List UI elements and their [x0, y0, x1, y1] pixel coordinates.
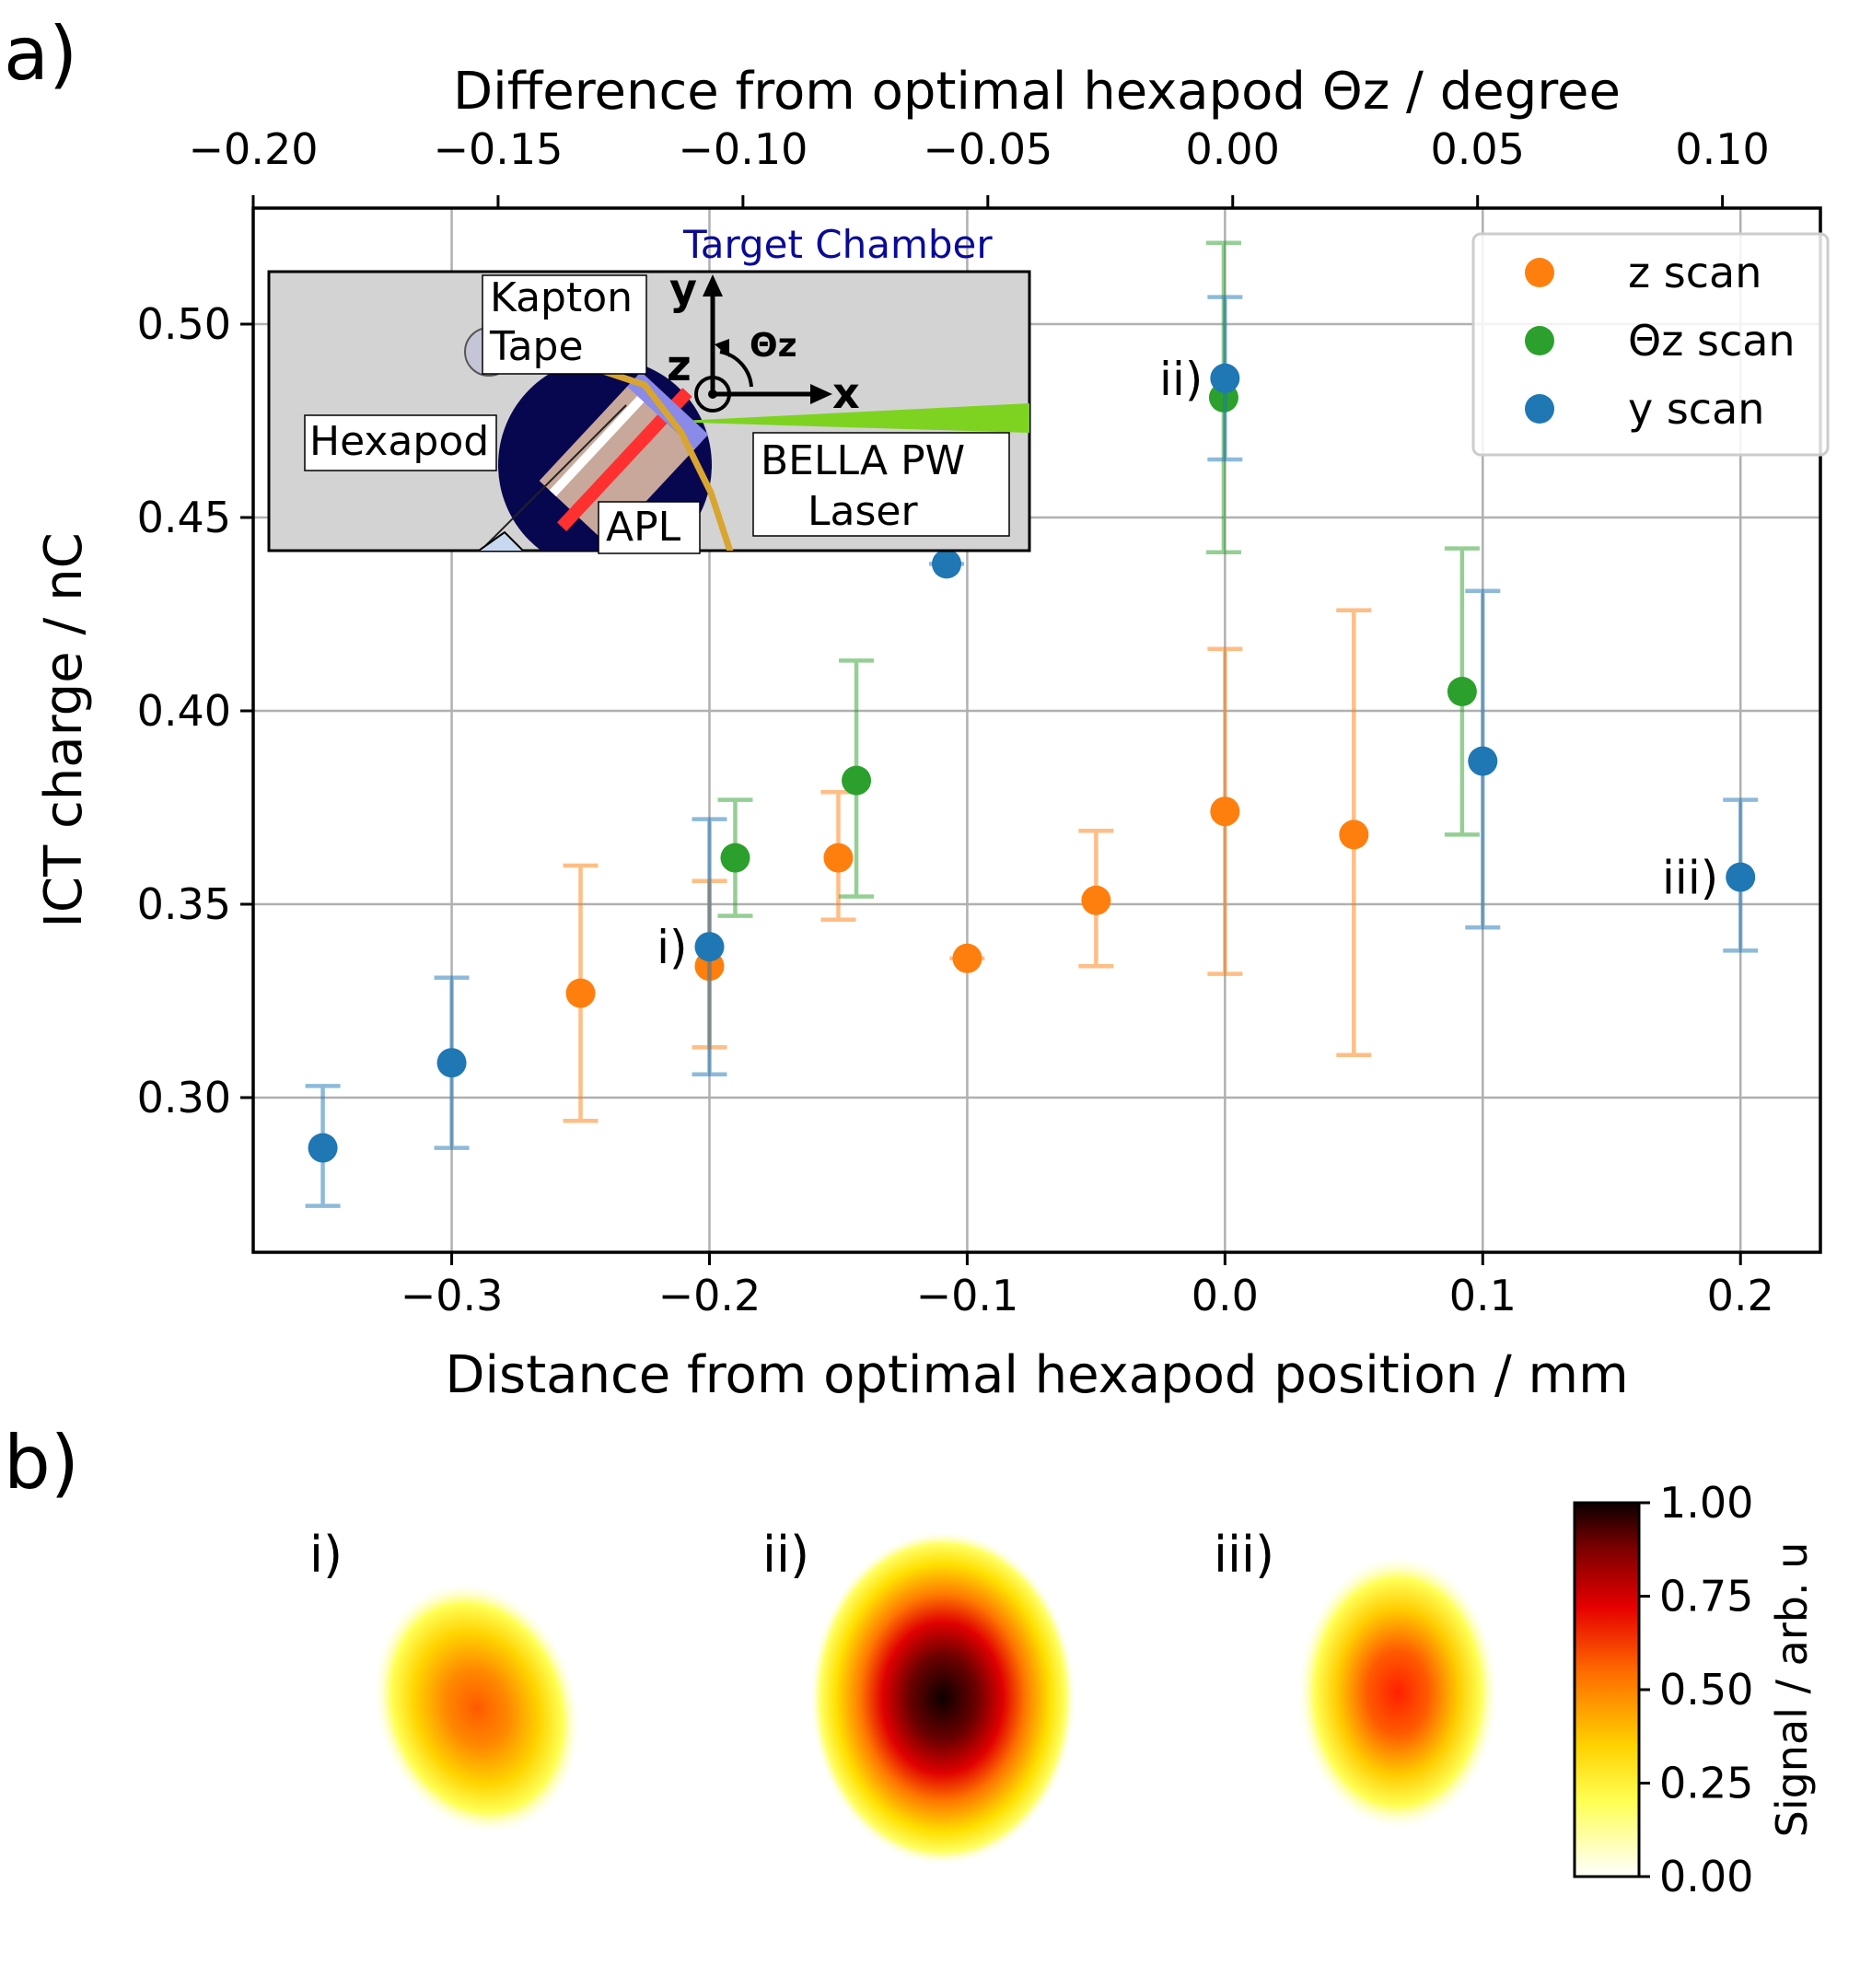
inset-z-dot [708, 389, 717, 399]
legend-label-theta-scan: Θz scan [1628, 316, 1796, 366]
inset-schematic: Target Chamber Kapton Tape Hexapod APL B… [267, 222, 1031, 554]
inset-title: Target Chamber [682, 222, 993, 267]
inset-theta-arrowhead [715, 339, 729, 357]
data-point-2-4 [1210, 363, 1240, 393]
top-tick-label-3: −0.05 [923, 124, 1052, 174]
inset-label-box-kapton [482, 274, 647, 375]
inset-axis-y: y [669, 264, 697, 314]
inset-label-bella: BELLA PW [761, 437, 965, 484]
point-annotations: i) ii) iii) [657, 353, 1718, 974]
data-point-2-2 [694, 932, 725, 962]
annotation-1: ii) [1159, 353, 1203, 406]
colorbar-tick-label-3: 0.75 [1659, 1572, 1753, 1622]
inset-y-arrowhead [703, 274, 723, 296]
x-tick-label-3: 0.0 [1192, 1271, 1259, 1320]
panel-label-b: b) [4, 1420, 79, 1506]
inset-laser-beam [663, 403, 1029, 433]
top-tick-label-1: −0.15 [433, 124, 563, 174]
inset-label-hexapod: Hexapod [309, 418, 489, 465]
y-tick-label-3: 0.45 [137, 493, 231, 542]
beam-image-i [372, 1581, 582, 1835]
panel-label-a: a) [4, 11, 77, 97]
data-point-0-2 [823, 843, 854, 873]
y-axis-title: ICT charge / nC [34, 532, 94, 927]
data-point-0-5 [1210, 796, 1240, 827]
beam-image-label-ii: ii) [762, 1526, 809, 1584]
series-2 [305, 295, 1759, 1208]
x-tick-label-5: 0.2 [1707, 1271, 1774, 1320]
top-tick-label-0: −0.20 [189, 124, 319, 174]
y-tick-label-2: 0.40 [137, 686, 231, 736]
series-0 [563, 608, 1372, 1123]
data-point-1-3 [1447, 677, 1477, 706]
data-point-0-3 [952, 943, 982, 973]
y-tick-label-1: 0.35 [137, 879, 231, 929]
legend-marker-y-scan [1525, 394, 1554, 424]
annotation-2: iii) [1662, 852, 1718, 905]
inset-label-apl: APL [606, 504, 681, 551]
plot-frame [251, 206, 1822, 1254]
colorbar-label: Signal / arb. u [1767, 1542, 1817, 1838]
legend: z scan Θz scan y scan [1471, 232, 1830, 457]
x-tick-label-4: 0.1 [1449, 1271, 1517, 1320]
data-point-2-3 [932, 549, 962, 579]
inset-mount [477, 530, 525, 551]
colorbar-tick-label-2: 0.50 [1659, 1665, 1753, 1715]
top-tick-label-6: 0.10 [1675, 124, 1769, 174]
top-tick-label-4: 0.00 [1186, 124, 1280, 174]
top-axis-title: Difference from optimal hexapod Θz / deg… [453, 62, 1621, 122]
data-series [305, 240, 1759, 1208]
colorbar-tick-label-4: 1.00 [1659, 1478, 1753, 1528]
beam-image-iii [1296, 1554, 1499, 1831]
data-point-0-6 [1339, 820, 1369, 850]
colorbar: 0.00 0.25 0.50 0.75 1.00 Signal / arb. u [1573, 1478, 1817, 1901]
legend-label-z-scan: z scan [1628, 248, 1761, 297]
data-point-0-0 [565, 978, 596, 1008]
inset-label-tape: Tape [489, 323, 584, 370]
axes: −0.3 −0.2 −0.1 0.0 0.1 0.2 0.30 0.35 0.40 0.45 0.5… [137, 124, 1774, 1320]
top-tick-label-5: 0.05 [1430, 124, 1524, 174]
beam-image-label-iii: iii) [1214, 1526, 1274, 1584]
data-point-2-6 [1726, 862, 1756, 892]
colorbar-gradient [1573, 1501, 1641, 1878]
x-tick-label-2: −0.1 [916, 1271, 1019, 1320]
colorbar-ticks: 0.00 0.25 0.50 0.75 1.00 [1639, 1478, 1753, 1901]
inset-kapton-tape [587, 363, 734, 551]
inset-axis-x: x [832, 368, 860, 418]
beam-image-label-i: i) [309, 1526, 343, 1584]
x-tick-label-1: −0.2 [658, 1271, 761, 1320]
colorbar-tick-label-1: 0.25 [1659, 1759, 1753, 1808]
inset-label-box-hexapod [304, 414, 497, 471]
legend-label-y-scan: y scan [1628, 384, 1764, 434]
inset-arrow [479, 404, 627, 551]
x-tick-label-0: −0.3 [401, 1271, 504, 1320]
inset-x-arrowhead [810, 384, 832, 404]
x-axis-title: Distance from optimal hexapod position /… [445, 1345, 1628, 1405]
data-point-2-0 [308, 1133, 338, 1163]
data-point-1-1 [842, 765, 872, 796]
colorbar-tick-label-0: 0.00 [1659, 1852, 1753, 1901]
inset-axis-z: z [667, 341, 692, 390]
legend-frame [1471, 232, 1830, 457]
data-point-0-4 [1081, 885, 1111, 915]
top-tick-label-2: −0.10 [678, 124, 808, 174]
inset-label-laser: Laser [808, 488, 918, 535]
y-tick-label-0: 0.30 [137, 1073, 231, 1122]
annotation-0: i) [657, 921, 687, 974]
beam-image-ii [809, 1530, 1076, 1866]
beam-images: i) ii) iii) [309, 1526, 1499, 1866]
data-point-1-0 [720, 843, 750, 873]
data-point-2-5 [1468, 746, 1498, 776]
inset-label-box-bella [752, 432, 1010, 537]
data-point-2-1 [436, 1048, 467, 1078]
inset-label-box-apl [598, 501, 701, 554]
legend-marker-z-scan [1525, 258, 1554, 287]
inset-label-kapton: Kapton [490, 274, 633, 321]
inset-axis-theta: Θz [750, 327, 797, 365]
legend-marker-theta-scan [1525, 326, 1554, 355]
y-tick-label-4: 0.50 [137, 299, 231, 349]
